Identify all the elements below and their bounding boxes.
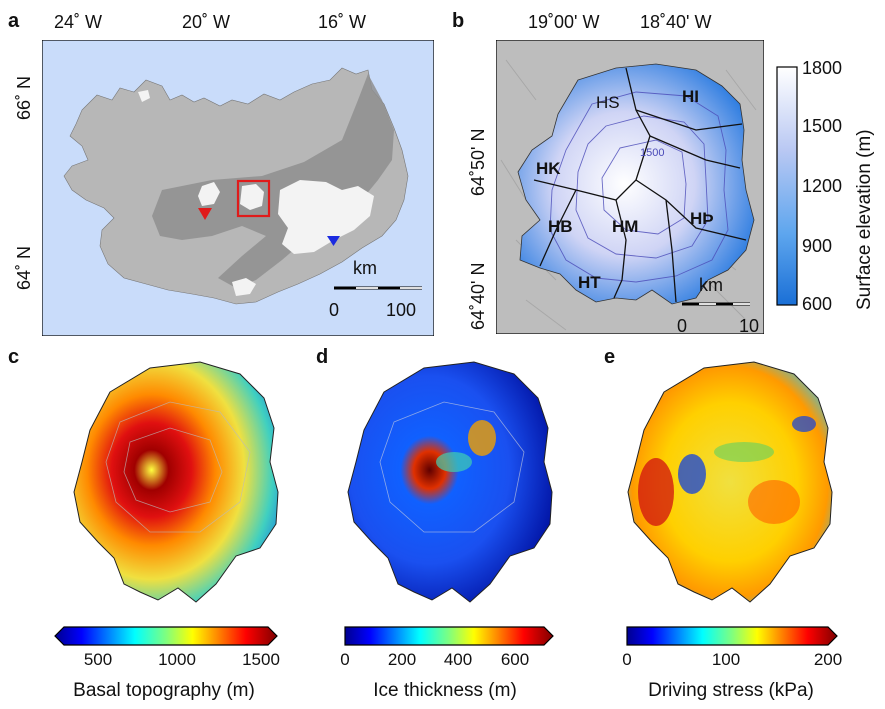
stress-patch-east [748,480,800,524]
lat-tick-64-40n: 64˚40' N [468,262,488,330]
thickness-patch-1 [468,420,496,456]
region-label-hth: HÞ [690,209,714,228]
panel-label-e: e [604,346,616,368]
cb-b-tick-1800: 1800 [802,58,843,78]
cb-b-title: Surface elevation (m) [854,129,875,310]
inset-box-hofsjokull [236,179,271,218]
region-label-hb: HB [548,217,573,236]
scale-tick-b-0: 0 [677,316,688,336]
cb-c-tick-1000: 1000 [158,650,196,669]
panel-label-d: d [316,346,329,368]
hofsjokull-map: 1500 HS HI HK HB HM HÞ HT [496,40,764,334]
lon-tick-24w: 24˚ W [54,12,103,32]
iceland-map [42,40,434,336]
scale-unit-b: km [699,275,723,295]
scale-tick-b-10: 10 [739,316,760,336]
cb-d-tick-400: 400 [443,650,473,669]
elevation-contours [549,91,729,283]
lat-tick-66n: 66˚ N [14,75,34,120]
colorbar-driving-stress [626,626,838,646]
lat-tick-64-50n: 64˚50' N [468,128,488,196]
cb-d-tick-200: 200 [387,650,417,669]
thickness-patch-2 [436,452,472,472]
stress-patch-green [714,442,774,462]
ice-cap-hofsjokull [240,184,264,210]
ice-cap-outline [517,63,755,305]
region-label-hi: HI [682,87,699,106]
lon-tick-20w: 20˚ W [182,12,231,32]
ice-cap-vatnajokull [278,180,374,254]
scale-unit-a: km [353,258,377,278]
cb-c-title: Basal topography (m) [73,680,255,701]
contour-label: 1500 [640,147,664,159]
region-label-hk: HK [536,159,561,178]
scale-tick-a-100: 100 [386,300,417,320]
map-driving-stress [627,361,833,603]
cb-b-tick-600: 600 [802,294,833,314]
stress-patch-west [638,458,674,526]
region-label-hm: HM [612,217,638,236]
ice-cap-myrdalsjokull [232,278,256,296]
ice-cap-langjokull [198,182,220,206]
map-ice-thickness [347,361,553,603]
cb-d-title: Ice thickness (m) [373,680,517,701]
cb-e-tick-200: 200 [813,650,843,669]
marker-blue [327,236,340,246]
drainage-divides [533,67,747,303]
basal-contours [105,401,251,533]
ice-cap-drangajokull [138,90,150,102]
region-label-ht: HT [578,273,601,292]
lon-tick-16w: 16˚ W [318,12,367,32]
thickness-contours [379,401,525,533]
colorbar-surface-elevation [776,66,798,306]
marker-red [198,208,212,220]
scale-tick-a-0: 0 [329,300,340,320]
basal-topography-field [73,361,279,603]
cb-b-tick-1200: 1200 [802,176,843,196]
colorbar-ice-thickness [344,626,554,646]
stress-patch-low [678,454,706,494]
cb-c-tick-500: 500 [83,650,113,669]
panel-label-c: c [8,346,20,368]
panel-label-a: a [8,10,20,32]
map-basal-topography [73,361,279,603]
cb-b-tick-900: 900 [802,236,833,256]
cb-d-tick-0: 0 [340,650,350,669]
driving-stress-field [627,361,833,603]
lon-tick-18-40w: 18˚40' W [640,12,712,32]
cb-c-tick-1500: 1500 [242,650,280,669]
volcanic-zone [152,74,394,288]
lon-tick-19w: 19˚00' W [528,12,600,32]
cb-e-title: Driving stress (kPa) [648,680,814,701]
cb-e-tick-100: 100 [711,650,741,669]
cb-b-tick-1500: 1500 [802,116,843,136]
colorbar-basal-topography [54,626,278,646]
cb-e-tick-0: 0 [622,650,632,669]
region-label-hs: HS [596,93,620,112]
stress-patch-ne [792,416,816,432]
panel-label-b: b [452,10,465,32]
ice-thickness-field [347,361,553,603]
lat-tick-64n: 64˚ N [14,245,34,290]
cb-d-tick-600: 600 [500,650,530,669]
